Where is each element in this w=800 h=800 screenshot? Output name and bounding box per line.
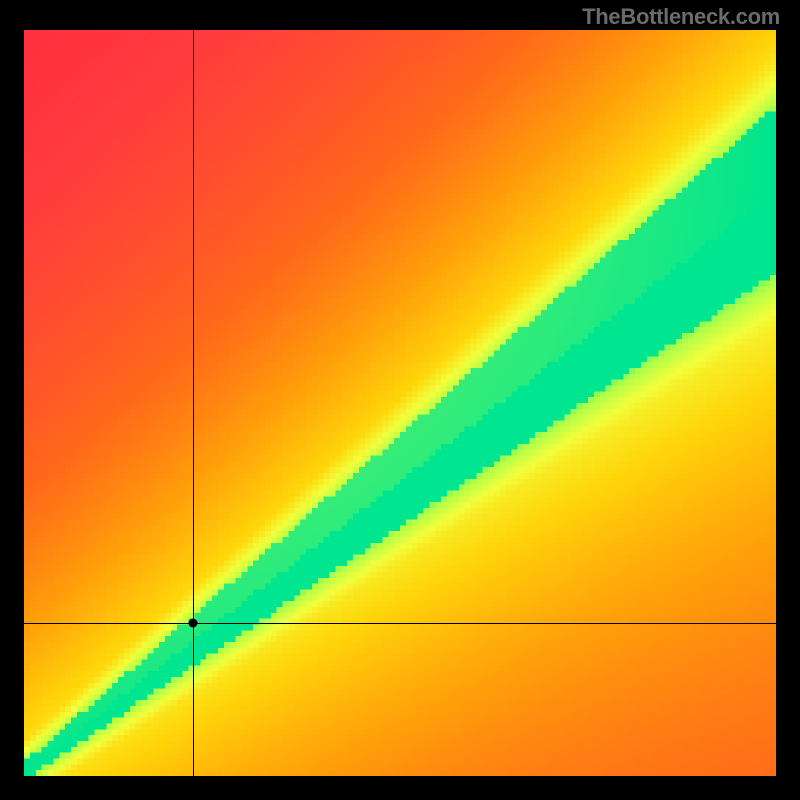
- attribution-text: TheBottleneck.com: [582, 4, 780, 30]
- heatmap-canvas: [24, 30, 776, 776]
- figure-container: TheBottleneck.com: [0, 0, 800, 800]
- heatmap-plot-area[interactable]: [24, 30, 776, 776]
- selection-point[interactable]: [189, 619, 198, 628]
- crosshair-vertical: [193, 30, 194, 776]
- crosshair-horizontal: [24, 623, 776, 624]
